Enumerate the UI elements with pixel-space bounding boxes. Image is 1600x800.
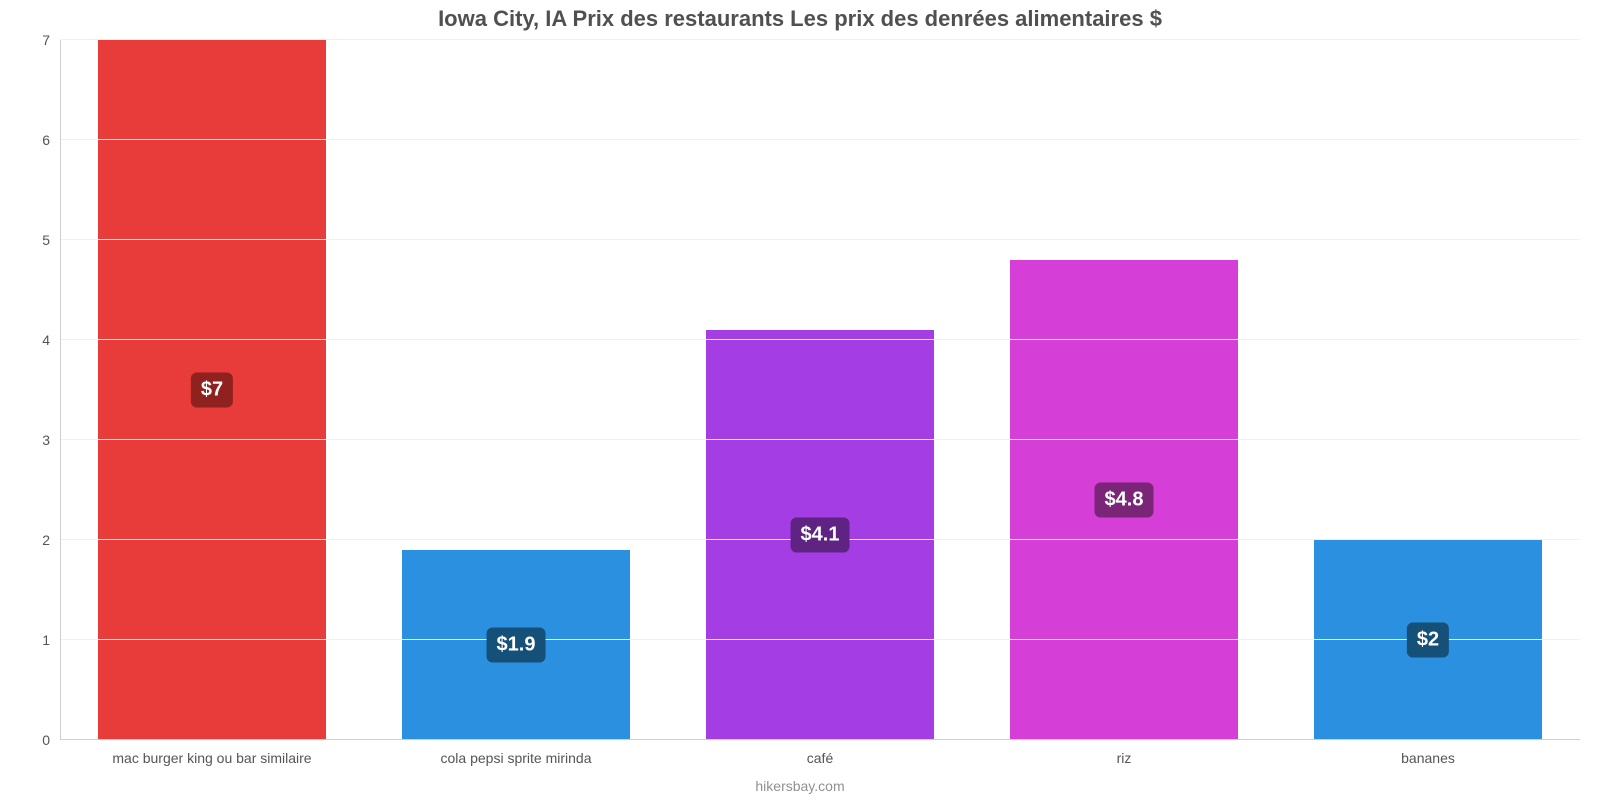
x-tick-label: café bbox=[807, 750, 833, 766]
bar-value-label: $2 bbox=[1407, 623, 1449, 658]
bar-slot: $1.9cola pepsi sprite mirinda bbox=[364, 40, 668, 740]
y-tick-label: 5 bbox=[42, 232, 50, 248]
bar-slot: $4.1café bbox=[668, 40, 972, 740]
gridline bbox=[60, 239, 1580, 240]
bar-value-label: $7 bbox=[191, 373, 233, 408]
y-tick-label: 4 bbox=[42, 332, 50, 348]
y-tick-label: 3 bbox=[42, 432, 50, 448]
gridline bbox=[60, 739, 1580, 740]
bars-container: $7mac burger king ou bar similaire$1.9co… bbox=[60, 40, 1580, 740]
bar-value-label: $4.1 bbox=[791, 518, 850, 553]
chart-source: hikersbay.com bbox=[0, 778, 1600, 794]
gridline bbox=[60, 639, 1580, 640]
bar-slot: $7mac burger king ou bar similaire bbox=[60, 40, 364, 740]
y-tick-label: 7 bbox=[42, 32, 50, 48]
y-axis bbox=[60, 40, 61, 740]
bar-value-label: $1.9 bbox=[487, 628, 546, 663]
bar-slot: $4.8riz bbox=[972, 40, 1276, 740]
y-tick-label: 2 bbox=[42, 532, 50, 548]
gridline bbox=[60, 439, 1580, 440]
x-tick-label: bananes bbox=[1401, 750, 1455, 766]
y-tick-label: 0 bbox=[42, 732, 50, 748]
gridline bbox=[60, 339, 1580, 340]
y-tick-label: 1 bbox=[42, 632, 50, 648]
gridline bbox=[60, 39, 1580, 40]
x-tick-label: cola pepsi sprite mirinda bbox=[441, 750, 592, 766]
chart-title: Iowa City, IA Prix des restaurants Les p… bbox=[0, 6, 1600, 32]
x-tick-label: mac burger king ou bar similaire bbox=[112, 750, 311, 766]
bar-value-label: $4.8 bbox=[1095, 483, 1154, 518]
price-bar-chart: Iowa City, IA Prix des restaurants Les p… bbox=[0, 0, 1600, 800]
x-tick-label: riz bbox=[1117, 750, 1132, 766]
bar-slot: $2bananes bbox=[1276, 40, 1580, 740]
gridline bbox=[60, 139, 1580, 140]
plot-area: $7mac burger king ou bar similaire$1.9co… bbox=[60, 40, 1580, 740]
y-tick-label: 6 bbox=[42, 132, 50, 148]
